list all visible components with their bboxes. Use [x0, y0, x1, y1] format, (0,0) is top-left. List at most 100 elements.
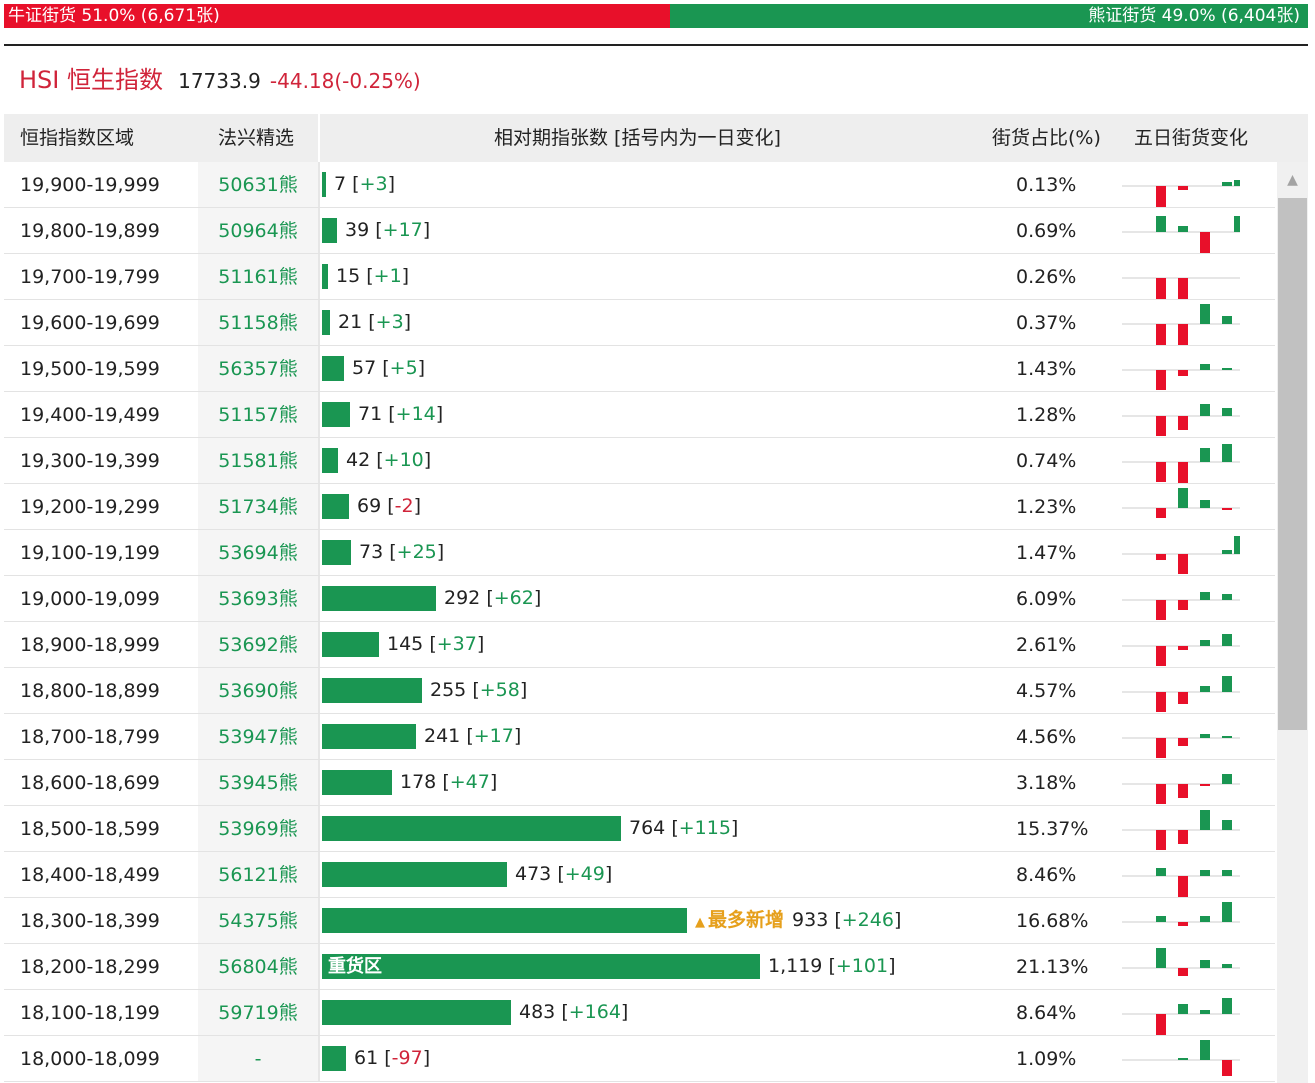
warrant-code-link[interactable]: 53690熊	[198, 668, 318, 713]
header-count: 相对期指张数 [括号内为一日变化]	[494, 127, 781, 149]
share-cell: 15.37%	[1016, 818, 1089, 840]
count-bar	[322, 172, 326, 197]
warrant-code-link[interactable]: 56804熊	[198, 944, 318, 989]
five-day-trend-chart	[1122, 592, 1240, 620]
warrant-code-link[interactable]: 56121熊	[198, 852, 318, 897]
count-bar-cell: 145 [+37]	[318, 622, 960, 667]
trend-bar	[1178, 646, 1188, 650]
up-triangle-icon: ▲	[695, 915, 705, 930]
count-label: 73 [+25]	[359, 530, 444, 575]
warrant-code-link[interactable]: 51161熊	[198, 254, 318, 299]
five-day-trend-chart	[1122, 634, 1240, 666]
count-bar	[322, 1046, 346, 1071]
trend-bar	[1178, 968, 1188, 976]
count-value: 241	[424, 725, 461, 747]
trend-bar	[1178, 830, 1188, 844]
trend-bar	[1156, 324, 1166, 345]
trend-bar	[1200, 810, 1210, 830]
trend-bar	[1222, 634, 1232, 646]
bracket-open: [	[368, 311, 376, 333]
scroll-up-arrow-icon[interactable]: ▲	[1287, 172, 1298, 188]
warrant-code-link[interactable]: 53694熊	[198, 530, 318, 575]
count-label: ▲ 最多新增 933 [+246]	[695, 898, 901, 945]
warrant-code-link[interactable]: 59719熊	[198, 990, 318, 1035]
trend-bar	[1200, 448, 1210, 462]
range-cell: 19,900-19,999	[20, 174, 160, 196]
range-cell: 18,700-18,799	[20, 726, 160, 748]
scroll-thumb[interactable]	[1278, 198, 1307, 730]
warrant-code-link[interactable]: 51157熊	[198, 392, 318, 437]
warrant-code-link[interactable]: 53945熊	[198, 760, 318, 805]
table-row: 19,200-19,299 51734熊 69 [-2] 1.23%	[4, 484, 1275, 530]
warrant-code-link[interactable]: 51734熊	[198, 484, 318, 529]
bracket-close: ]	[413, 495, 422, 517]
bracket-open: [	[382, 357, 390, 379]
five-day-trend-chart	[1122, 404, 1240, 436]
vertical-scrollbar[interactable]: ▲	[1277, 162, 1308, 1083]
trend-bar	[1222, 368, 1232, 370]
five-day-trend-chart	[1122, 304, 1240, 345]
count-label: 71 [+14]	[358, 392, 443, 437]
warrant-code-link[interactable]: 53693熊	[198, 576, 318, 621]
share-cell: 4.56%	[1016, 726, 1077, 748]
trend-bar	[1178, 416, 1188, 430]
count-bar	[322, 448, 338, 473]
count-label: 21 [+3]	[338, 300, 411, 345]
bracket-close: ]	[533, 587, 542, 609]
warrant-code-link: -	[198, 1036, 318, 1081]
five-day-trend-chart	[1122, 948, 1240, 976]
count-bar-cell: 57 [+5]	[318, 346, 960, 391]
trend-bar	[1156, 738, 1166, 758]
bracket-close: ]	[436, 541, 445, 563]
warrant-code-link[interactable]: 51158熊	[198, 300, 318, 345]
count-bar-cell: 71 [+14]	[318, 392, 960, 437]
trend-bar	[1156, 830, 1166, 850]
daily-change: +1	[373, 265, 402, 287]
count-value: 57	[352, 357, 377, 379]
trend-bar	[1178, 1004, 1188, 1014]
index-quote: HSI 恒生指数 17733.9 -44.18(-0.25%)	[19, 60, 421, 100]
trend-bar	[1234, 216, 1240, 232]
most-added-text: 最多新增	[708, 909, 785, 931]
bracket-close: ]	[417, 357, 426, 379]
bracket-close: ]	[422, 219, 431, 241]
trend-bar	[1222, 676, 1232, 692]
count-value: 21	[338, 311, 363, 333]
count-value: 39	[345, 219, 370, 241]
trend-bar	[1200, 916, 1210, 922]
trend-bar	[1156, 186, 1166, 207]
trend-bar	[1200, 686, 1210, 692]
trend-bar	[1178, 370, 1188, 376]
warrant-code-link[interactable]: 53947熊	[198, 714, 318, 759]
warrant-code-link[interactable]: 56357熊	[198, 346, 318, 391]
warrant-code-link[interactable]: 53692熊	[198, 622, 318, 667]
share-cell: 0.13%	[1016, 174, 1077, 196]
count-value: 145	[387, 633, 424, 655]
warrant-code-link[interactable]: 51581熊	[198, 438, 318, 483]
warrant-code-link[interactable]: 53969熊	[198, 806, 318, 851]
warrant-code-link[interactable]: 50964熊	[198, 208, 318, 253]
count-bar-cell: 178 [+47]	[318, 760, 960, 805]
count-bar-cell: 重货区 1,119 [+101]	[318, 944, 960, 989]
share-cell: 1.09%	[1016, 1048, 1077, 1070]
share-cell: 0.74%	[1016, 450, 1077, 472]
share-cell: 8.64%	[1016, 1002, 1077, 1024]
count-bar	[322, 494, 349, 519]
count-label: 1,119 [+101]	[768, 944, 895, 989]
heavy-zone-label: 重货区	[328, 956, 382, 977]
count-label: 42 [+10]	[346, 438, 431, 483]
daily-change: +14	[395, 403, 436, 425]
index-name[interactable]: HSI 恒生指数	[19, 66, 163, 94]
count-label: 473 [+49]	[515, 852, 612, 897]
count-value: 178	[400, 771, 437, 793]
warrant-code-link[interactable]: 50631熊	[198, 162, 318, 207]
five-day-trend-chart	[1122, 868, 1240, 897]
count-value: 255	[430, 679, 467, 701]
count-label: 69 [-2]	[357, 484, 421, 529]
count-value: 42	[346, 449, 371, 471]
count-bar	[322, 724, 416, 749]
share-cell: 4.57%	[1016, 680, 1077, 702]
bracket-open: [	[352, 173, 360, 195]
warrant-code-link[interactable]: 54375熊	[198, 898, 318, 943]
daily-change: +17	[382, 219, 423, 241]
